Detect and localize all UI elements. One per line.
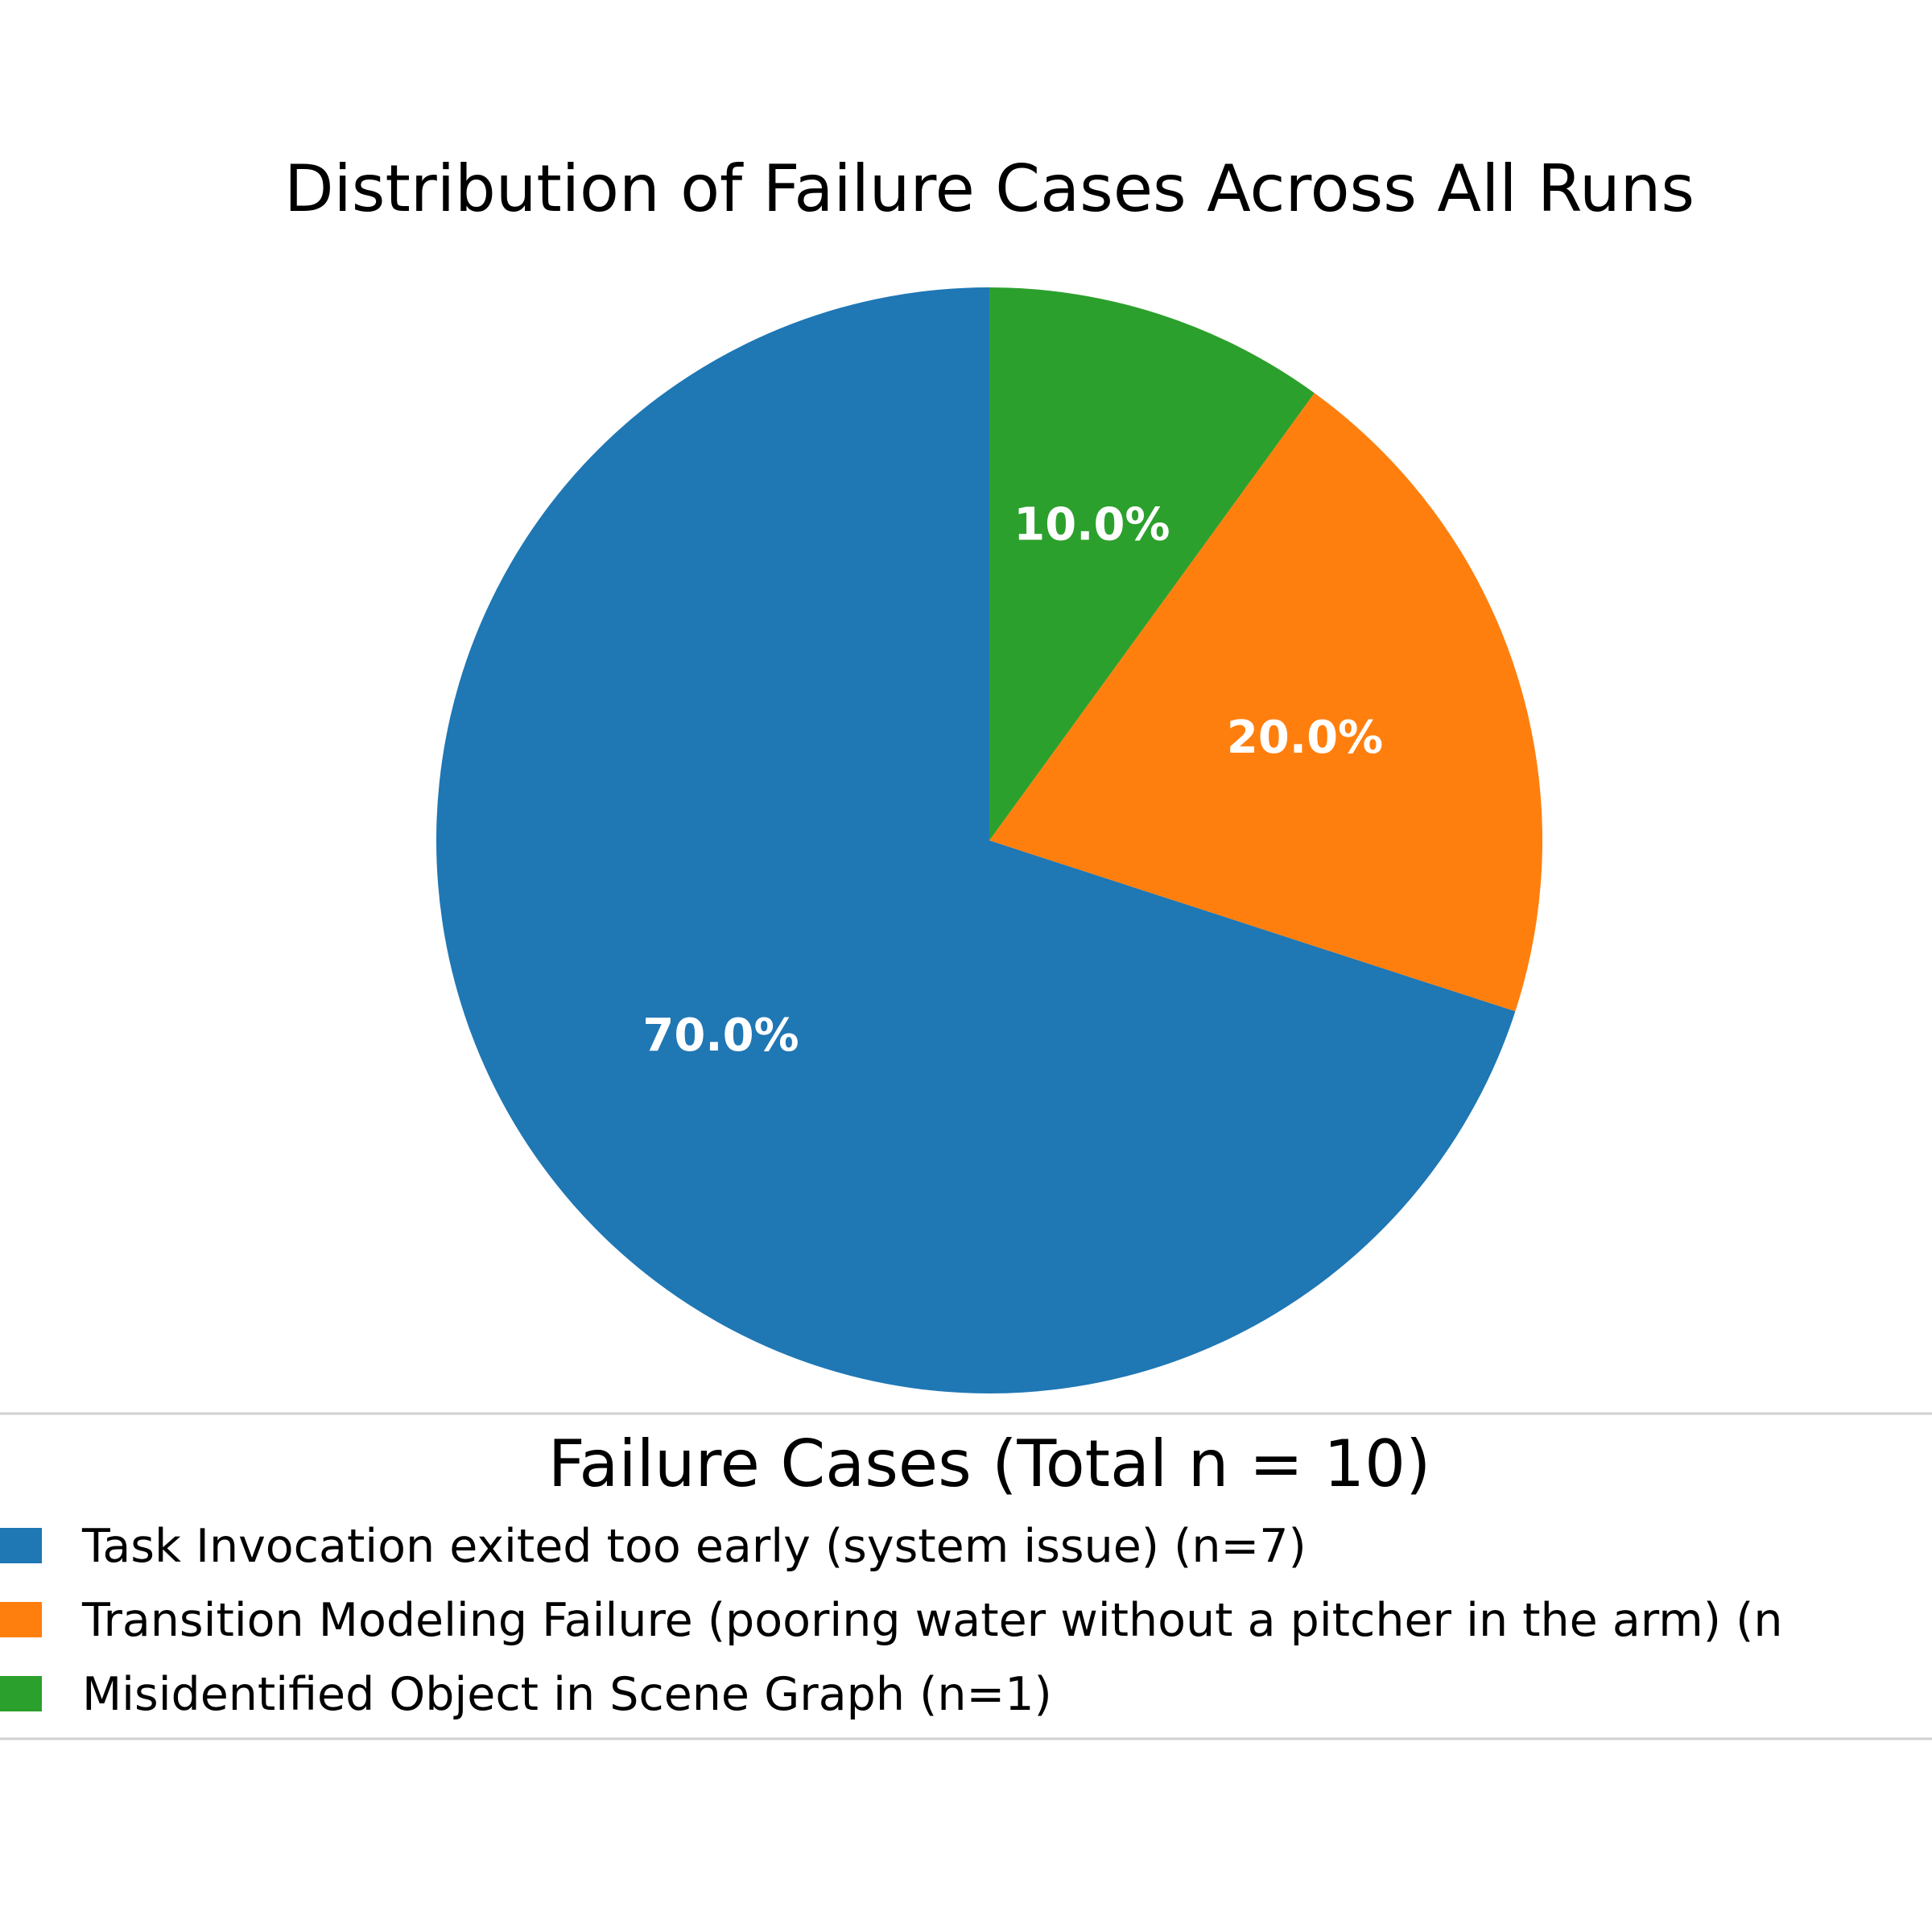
legend-title: Failure Cases (Total n = 10): [548, 1426, 1431, 1501]
pie-slice-misidentified-object-in-scene-graph-n-1: [989, 287, 1315, 840]
pie-percent-label: 20.0%: [1227, 712, 1383, 764]
legend-items: Task Invocation exited too early (system…: [0, 1520, 1782, 1721]
pie-percent-labels: 70.0% 20.0% 10.0%: [642, 498, 1383, 1061]
legend-item-label: Misidentified Object in Scene Graph (n=1…: [82, 1668, 1052, 1721]
legend-item-label: Transition Modeling Failure (pooring wat…: [81, 1594, 1782, 1647]
chart-title: Distribution of Failure Cases Across All…: [284, 151, 1695, 226]
legend-swatch: [0, 1676, 42, 1711]
pie-percent-label: 70.0%: [642, 1009, 799, 1062]
pie-slice-task-invocation-exited-too-early-system-: [436, 287, 1516, 1394]
legend-swatch: [0, 1602, 42, 1637]
legend-swatch: [0, 1528, 42, 1563]
legend-item-label: Task Invocation exited too early (system…: [81, 1520, 1307, 1573]
pie-percent-label: 10.0%: [1013, 498, 1170, 551]
pie-slices: [436, 287, 1543, 1394]
pie-slice-transition-modeling-failure-pooring-wate: [989, 393, 1543, 1012]
legend: Failure Cases (Total n = 10) Task Invoca…: [0, 1412, 1932, 1740]
